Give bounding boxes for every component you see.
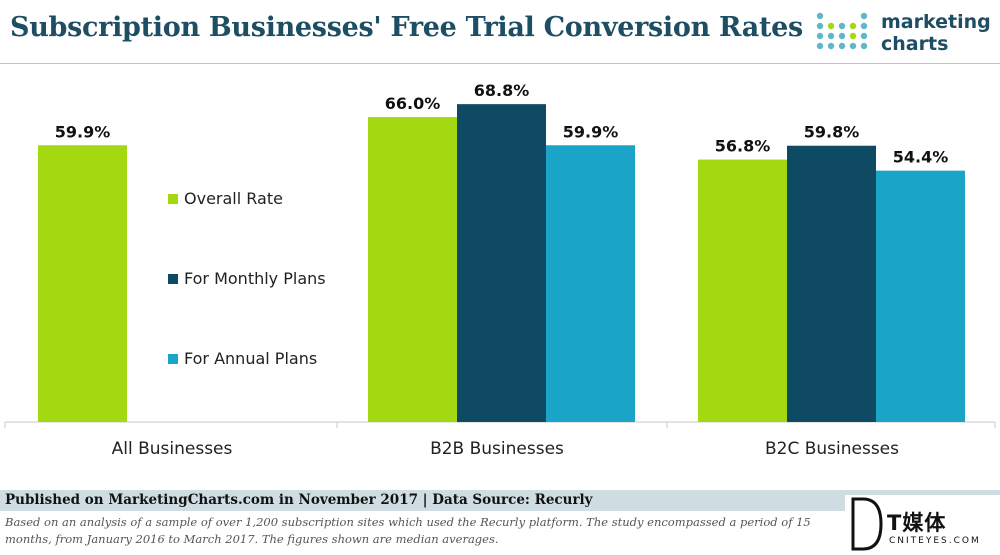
- logo-text-marketing: marketing: [881, 11, 991, 33]
- data-label-3-3: 54.4%: [893, 148, 949, 167]
- watermark-d-icon: [851, 497, 883, 551]
- bar-2-1: [368, 117, 457, 422]
- watermark-subtext: CNITEYES.COM: [889, 536, 981, 546]
- footer-bar: Published on MarketingCharts.com in Nove…: [0, 490, 1000, 511]
- legend-swatch-1: [168, 194, 178, 204]
- bar-2-2: [457, 104, 546, 423]
- x-tick-label-3: B2C Businesses: [765, 439, 899, 459]
- marketingcharts-logo[interactable]: marketing charts: [812, 10, 997, 60]
- data-label-2-2: 68.8%: [474, 81, 530, 100]
- bar-chart: 59.9% All Businesses 66.0% 68.8% 59.9% B2B Bu…: [4, 81, 996, 459]
- logo-text-charts: charts: [881, 33, 949, 55]
- bar-3-3: [876, 170, 965, 422]
- legend-label-1: Overall Rate: [184, 189, 283, 208]
- data-label-3-1: 56.8%: [715, 137, 771, 156]
- methodology-note: Based on an analysis of a sample of over…: [5, 515, 811, 546]
- title-divider: [0, 63, 1000, 64]
- bar-2-3: [546, 145, 635, 422]
- x-tick-label-1: All Businesses: [112, 439, 233, 459]
- data-label-2-1: 66.0%: [385, 94, 441, 113]
- legend-label-3: For Annual Plans: [184, 349, 317, 368]
- legend-swatch-3: [168, 354, 178, 364]
- bar-3-2: [787, 145, 876, 422]
- legend-label-2: For Monthly Plans: [184, 269, 326, 288]
- data-label-1-1: 59.9%: [55, 122, 111, 141]
- data-label-3-2: 59.8%: [804, 123, 860, 142]
- legend-swatch-2: [168, 274, 178, 284]
- watermark-text: T媒体: [887, 511, 947, 535]
- published-source-line: Published on MarketingCharts.com in Nove…: [5, 492, 593, 508]
- logo-dots-icon: [816, 12, 868, 50]
- x-tick-label-2: B2B Businesses: [430, 439, 564, 459]
- data-label-2-3: 59.9%: [563, 122, 619, 141]
- bar-3-1: [698, 159, 787, 423]
- watermark: T媒体 CNITEYES.COM: [845, 495, 1000, 555]
- chart-title: Subscription Businesses' Free Trial Conv…: [10, 12, 803, 43]
- bar-1-1: [38, 145, 127, 422]
